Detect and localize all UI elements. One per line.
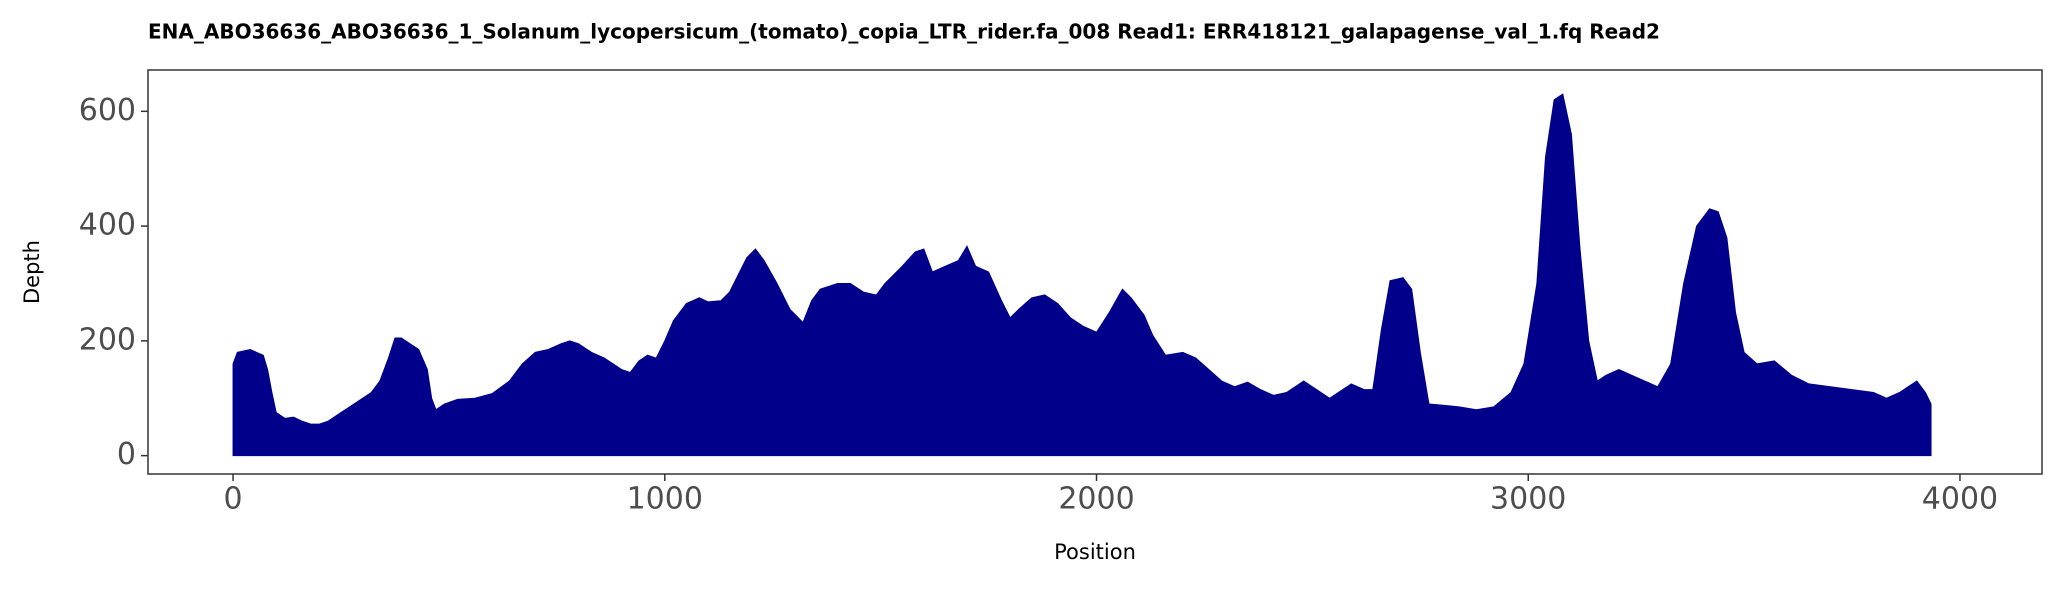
x-tick-label: 4000 [1922,482,1998,517]
x-tick-label: 3000 [1490,482,1566,517]
chart-title: ENA_ABO36636_ABO36636_1_Solanum_lycopers… [148,20,1660,44]
x-tick-label: 0 [224,482,243,517]
y-tick-label: 600 [79,93,136,128]
y-tick-label: 0 [117,437,136,472]
x-axis-title: Position [1054,540,1136,564]
x-tick-label: 1000 [627,482,703,517]
x-tick-label: 2000 [1058,482,1134,517]
depth-area [232,93,1932,457]
y-tick-label: 200 [79,322,136,357]
y-tick-label: 400 [79,208,136,243]
y-axis-title: Depth [20,240,44,304]
plot-frame [147,69,2043,475]
